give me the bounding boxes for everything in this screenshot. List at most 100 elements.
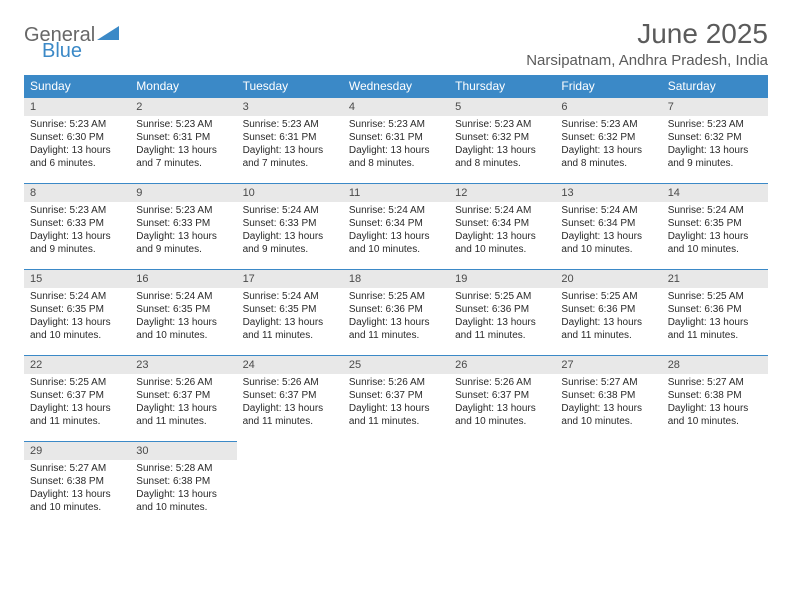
sunrise-text: Sunrise: 5:25 AM	[668, 290, 762, 303]
calendar-day-cell: 16Sunrise: 5:24 AMSunset: 6:35 PMDayligh…	[130, 270, 236, 356]
day-number: 9	[130, 184, 236, 202]
day-content: Sunrise: 5:27 AMSunset: 6:38 PMDaylight:…	[662, 374, 768, 436]
calendar-day-cell: 29Sunrise: 5:27 AMSunset: 6:38 PMDayligh…	[24, 442, 130, 528]
sunrise-text: Sunrise: 5:23 AM	[136, 118, 230, 131]
sunset-text: Sunset: 6:33 PM	[243, 217, 337, 230]
day-number: 29	[24, 442, 130, 460]
calendar-day-cell	[555, 442, 661, 528]
calendar-day-cell: 1Sunrise: 5:23 AMSunset: 6:30 PMDaylight…	[24, 98, 130, 184]
sunrise-text: Sunrise: 5:23 AM	[349, 118, 443, 131]
sunset-text: Sunset: 6:32 PM	[561, 131, 655, 144]
sunset-text: Sunset: 6:38 PM	[30, 475, 124, 488]
day-number: 6	[555, 98, 661, 116]
calendar-day-cell: 6Sunrise: 5:23 AMSunset: 6:32 PMDaylight…	[555, 98, 661, 184]
day-number: 22	[24, 356, 130, 374]
day-number: 14	[662, 184, 768, 202]
dayname-tuesday: Tuesday	[237, 75, 343, 98]
sunrise-text: Sunrise: 5:28 AM	[136, 462, 230, 475]
daylight-text: Daylight: 13 hours and 10 minutes.	[561, 402, 655, 428]
calendar-day-cell	[662, 442, 768, 528]
calendar-day-cell: 19Sunrise: 5:25 AMSunset: 6:36 PMDayligh…	[449, 270, 555, 356]
daylight-text: Daylight: 13 hours and 11 minutes.	[455, 316, 549, 342]
sunrise-text: Sunrise: 5:24 AM	[243, 204, 337, 217]
month-title: June 2025	[526, 18, 768, 50]
day-number: 17	[237, 270, 343, 288]
day-number: 10	[237, 184, 343, 202]
sunrise-text: Sunrise: 5:24 AM	[349, 204, 443, 217]
calendar-day-cell: 25Sunrise: 5:26 AMSunset: 6:37 PMDayligh…	[343, 356, 449, 442]
daylight-text: Daylight: 13 hours and 8 minutes.	[455, 144, 549, 170]
day-number: 12	[449, 184, 555, 202]
sunset-text: Sunset: 6:36 PM	[455, 303, 549, 316]
sunrise-text: Sunrise: 5:26 AM	[243, 376, 337, 389]
sunset-text: Sunset: 6:37 PM	[243, 389, 337, 402]
sunrise-text: Sunrise: 5:25 AM	[455, 290, 549, 303]
day-content: Sunrise: 5:25 AMSunset: 6:37 PMDaylight:…	[24, 374, 130, 436]
sunrise-text: Sunrise: 5:26 AM	[455, 376, 549, 389]
day-content: Sunrise: 5:26 AMSunset: 6:37 PMDaylight:…	[237, 374, 343, 436]
calendar-day-cell: 2Sunrise: 5:23 AMSunset: 6:31 PMDaylight…	[130, 98, 236, 184]
sunset-text: Sunset: 6:31 PM	[349, 131, 443, 144]
sunrise-text: Sunrise: 5:24 AM	[455, 204, 549, 217]
day-content: Sunrise: 5:25 AMSunset: 6:36 PMDaylight:…	[555, 288, 661, 350]
calendar-day-cell: 4Sunrise: 5:23 AMSunset: 6:31 PMDaylight…	[343, 98, 449, 184]
day-number: 4	[343, 98, 449, 116]
dayname-monday: Monday	[130, 75, 236, 98]
daylight-text: Daylight: 13 hours and 9 minutes.	[136, 230, 230, 256]
day-content: Sunrise: 5:26 AMSunset: 6:37 PMDaylight:…	[343, 374, 449, 436]
day-content: Sunrise: 5:23 AMSunset: 6:33 PMDaylight:…	[24, 202, 130, 264]
daylight-text: Daylight: 13 hours and 11 minutes.	[349, 316, 443, 342]
day-number: 5	[449, 98, 555, 116]
day-number: 1	[24, 98, 130, 116]
day-number: 16	[130, 270, 236, 288]
header-bar: General Blue June 2025 Narsipatnam, Andh…	[24, 18, 768, 69]
sunrise-text: Sunrise: 5:23 AM	[668, 118, 762, 131]
day-number: 21	[662, 270, 768, 288]
calendar-week-row: 29Sunrise: 5:27 AMSunset: 6:38 PMDayligh…	[24, 442, 768, 528]
daylight-text: Daylight: 13 hours and 11 minutes.	[668, 316, 762, 342]
day-number: 3	[237, 98, 343, 116]
day-content: Sunrise: 5:27 AMSunset: 6:38 PMDaylight:…	[555, 374, 661, 436]
daylight-text: Daylight: 13 hours and 9 minutes.	[243, 230, 337, 256]
sunrise-text: Sunrise: 5:23 AM	[243, 118, 337, 131]
day-content: Sunrise: 5:24 AMSunset: 6:35 PMDaylight:…	[662, 202, 768, 264]
sunrise-text: Sunrise: 5:27 AM	[561, 376, 655, 389]
day-number: 28	[662, 356, 768, 374]
sunset-text: Sunset: 6:38 PM	[136, 475, 230, 488]
day-number: 25	[343, 356, 449, 374]
day-content: Sunrise: 5:25 AMSunset: 6:36 PMDaylight:…	[662, 288, 768, 350]
day-number: 20	[555, 270, 661, 288]
sunrise-text: Sunrise: 5:23 AM	[30, 204, 124, 217]
sunrise-text: Sunrise: 5:24 AM	[136, 290, 230, 303]
daylight-text: Daylight: 13 hours and 10 minutes.	[30, 488, 124, 514]
sunset-text: Sunset: 6:38 PM	[668, 389, 762, 402]
dayname-saturday: Saturday	[662, 75, 768, 98]
dayname-wednesday: Wednesday	[343, 75, 449, 98]
calendar-day-cell: 21Sunrise: 5:25 AMSunset: 6:36 PMDayligh…	[662, 270, 768, 356]
sunset-text: Sunset: 6:37 PM	[30, 389, 124, 402]
day-number: 7	[662, 98, 768, 116]
calendar-week-row: 15Sunrise: 5:24 AMSunset: 6:35 PMDayligh…	[24, 270, 768, 356]
day-content: Sunrise: 5:25 AMSunset: 6:36 PMDaylight:…	[343, 288, 449, 350]
sunrise-text: Sunrise: 5:24 AM	[30, 290, 124, 303]
calendar-day-cell: 13Sunrise: 5:24 AMSunset: 6:34 PMDayligh…	[555, 184, 661, 270]
sunset-text: Sunset: 6:34 PM	[349, 217, 443, 230]
daylight-text: Daylight: 13 hours and 11 minutes.	[243, 402, 337, 428]
sunrise-text: Sunrise: 5:27 AM	[668, 376, 762, 389]
day-content: Sunrise: 5:24 AMSunset: 6:33 PMDaylight:…	[237, 202, 343, 264]
day-content: Sunrise: 5:23 AMSunset: 6:32 PMDaylight:…	[555, 116, 661, 178]
logo-text-block: General Blue	[24, 24, 119, 61]
day-content: Sunrise: 5:23 AMSunset: 6:31 PMDaylight:…	[343, 116, 449, 178]
sunset-text: Sunset: 6:32 PM	[455, 131, 549, 144]
daylight-text: Daylight: 13 hours and 10 minutes.	[668, 230, 762, 256]
calendar-week-row: 8Sunrise: 5:23 AMSunset: 6:33 PMDaylight…	[24, 184, 768, 270]
day-number: 18	[343, 270, 449, 288]
daylight-text: Daylight: 13 hours and 10 minutes.	[30, 316, 124, 342]
day-content: Sunrise: 5:23 AMSunset: 6:32 PMDaylight:…	[662, 116, 768, 178]
daylight-text: Daylight: 13 hours and 10 minutes.	[455, 402, 549, 428]
day-content: Sunrise: 5:23 AMSunset: 6:30 PMDaylight:…	[24, 116, 130, 178]
day-number: 2	[130, 98, 236, 116]
sunset-text: Sunset: 6:37 PM	[349, 389, 443, 402]
daylight-text: Daylight: 13 hours and 7 minutes.	[136, 144, 230, 170]
sunset-text: Sunset: 6:33 PM	[136, 217, 230, 230]
